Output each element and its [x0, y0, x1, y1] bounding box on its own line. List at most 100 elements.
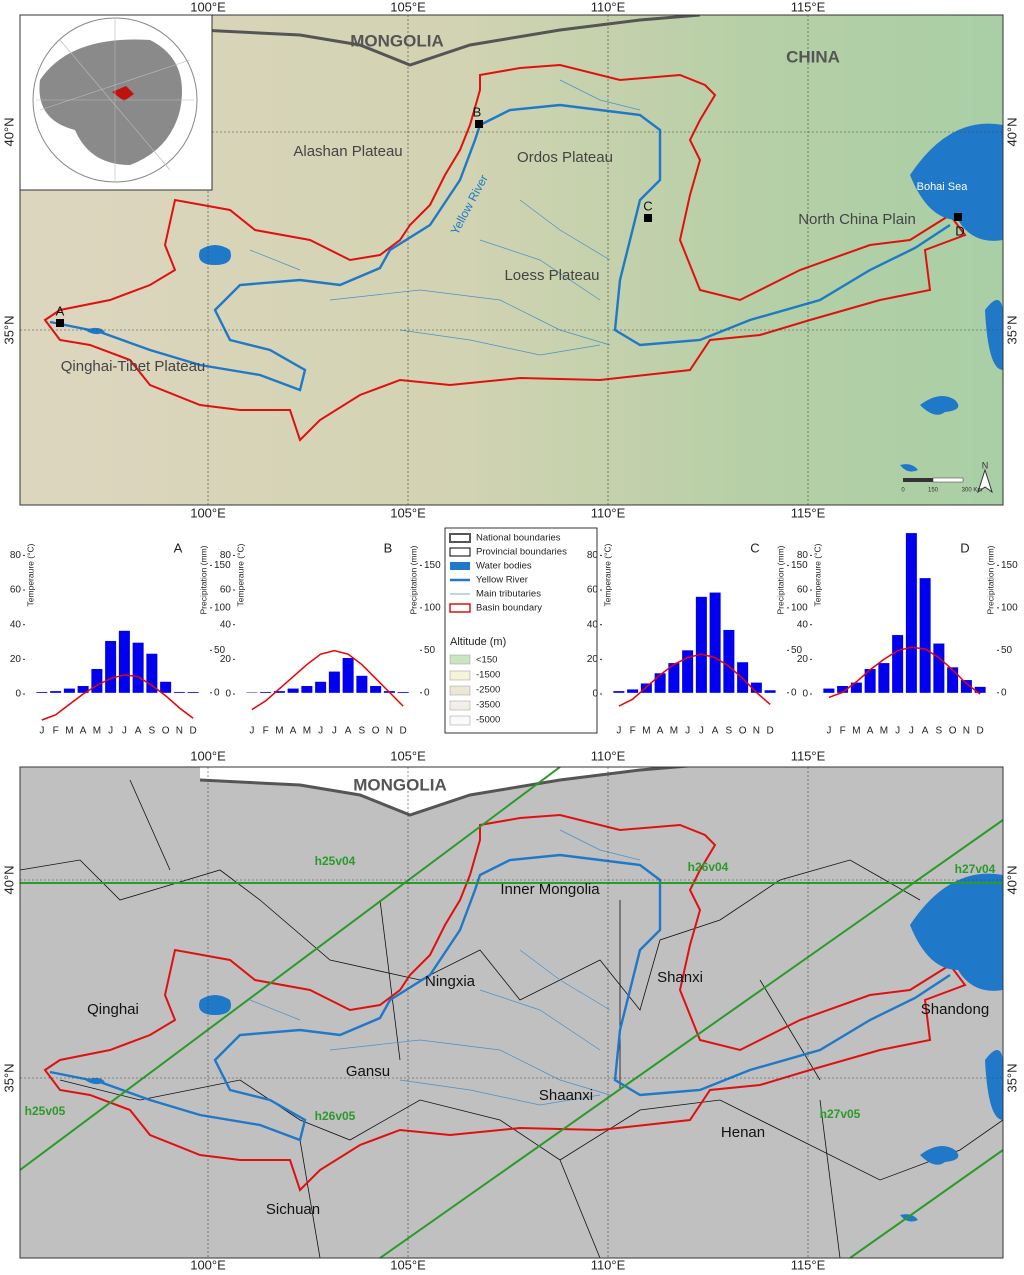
precip-bar	[105, 640, 117, 693]
scale-bar	[903, 468, 993, 494]
x-tick-label: D	[400, 726, 407, 737]
x-tick-label: J	[685, 726, 690, 737]
x-tick-label: M	[65, 726, 73, 737]
province-label: Sichuan	[266, 1201, 320, 1218]
country-label: CHINA	[786, 47, 840, 66]
x-tick-label: D	[190, 726, 197, 737]
y2-tick-label: 150	[424, 560, 441, 571]
y2-tick-label: 100	[791, 603, 808, 614]
x-tick-label: O	[162, 726, 170, 737]
x-tick-label: A	[135, 726, 142, 737]
precip-bar	[63, 688, 75, 693]
precip-bar	[342, 657, 354, 693]
lon-label: 110°E	[591, 1257, 626, 1272]
y-tick-label: 80	[587, 550, 599, 561]
y2-tick-label: 50	[1001, 645, 1013, 656]
region-label: North China Plain	[798, 211, 916, 228]
scale-label: 150	[928, 488, 939, 494]
legend-label: <150	[476, 655, 497, 666]
x-tick-label: N	[176, 726, 183, 737]
y-axis-label: Temperaure (°C)	[812, 543, 822, 606]
precip-bar	[947, 667, 959, 693]
y-axis-label: Temperaure (°C)	[235, 543, 245, 606]
modis-tiles	[20, 767, 1003, 1258]
x-tick-label: N	[386, 726, 393, 737]
precip-bar	[850, 682, 862, 693]
region-label: Ordos Plateau	[517, 149, 613, 166]
lat-label: 40°N	[1004, 117, 1019, 146]
y-tick-label: 60	[220, 585, 232, 596]
station	[475, 120, 483, 128]
y2-tick-label: 100	[424, 603, 441, 614]
y-tick-label: 40	[10, 619, 22, 630]
lon-label: 100°E	[190, 0, 226, 14]
legend-label: -2500	[476, 685, 500, 696]
y2-tick-label: 150	[791, 560, 808, 571]
scale-label: 0	[901, 488, 905, 494]
x-tick-label: J	[108, 726, 113, 737]
legend-label: -3500	[476, 700, 500, 711]
province-label: Shanxi	[657, 969, 703, 986]
x-tick-label: J	[616, 726, 621, 737]
bottom-map	[20, 767, 1003, 1258]
north-label: N	[982, 460, 989, 470]
lat-label: 35°N	[1004, 315, 1019, 344]
precip-bar	[668, 663, 680, 693]
lon-label: 110°E	[591, 748, 626, 763]
x-tick-label: M	[93, 726, 101, 737]
lon-label: 115°E	[791, 0, 826, 14]
y-tick-label: 20	[220, 654, 232, 665]
province-label: Qinghai	[87, 1001, 139, 1018]
lon-label: 100°E	[190, 505, 226, 520]
precip-bar	[892, 635, 904, 693]
precip-bar	[919, 578, 931, 693]
y-tick-label: 40	[587, 619, 599, 630]
station	[954, 213, 962, 221]
y-tick-label: 0	[15, 689, 21, 700]
precip-bar	[187, 691, 199, 693]
x-tick-label: O	[372, 726, 380, 737]
tile-label: h27v04	[955, 862, 996, 876]
y-tick-label: 80	[10, 550, 22, 561]
lon-label: 110°E	[591, 505, 626, 520]
x-tick-label: O	[739, 726, 747, 737]
precip-bar	[146, 653, 158, 693]
precip-bar	[370, 686, 382, 693]
x-tick-label: S	[359, 726, 366, 737]
y2-tick-label: 0	[424, 687, 430, 698]
x-tick-label: S	[936, 726, 943, 737]
legend-label: National boundaries	[476, 533, 561, 544]
lon-label: 105°E	[390, 748, 426, 763]
y2-tick-label: 0	[214, 687, 220, 698]
y-tick-label: 20	[587, 654, 599, 665]
province-label: Shaanxi	[539, 1087, 593, 1104]
precip-bar	[50, 691, 62, 693]
x-tick-label: J	[895, 726, 900, 737]
y-tick-label: 60	[587, 585, 599, 596]
x-tick-label: J	[699, 726, 704, 737]
x-tick-label: D	[767, 726, 774, 737]
x-tick-label: F	[53, 726, 59, 737]
station-label: A	[56, 303, 65, 318]
legend-title: Altitude (m)	[450, 636, 506, 648]
bottom-map-frame	[19, 766, 1004, 1259]
precip-bar	[91, 669, 103, 693]
precip-bar	[933, 643, 945, 693]
legend-label: Provincial boundaries	[476, 547, 567, 558]
chart-title: C	[750, 540, 759, 555]
lon-label: 100°E	[190, 1257, 226, 1272]
x-tick-label: A	[80, 726, 87, 737]
lat-label: 35°N	[1, 1063, 16, 1092]
x-tick-label: A	[922, 726, 929, 737]
chart-title: D	[960, 540, 969, 555]
sea-label: Bohai Sea	[917, 181, 969, 193]
precip-bar	[682, 650, 694, 693]
y-tick-label: 20	[797, 654, 809, 665]
precip-bar	[287, 688, 299, 693]
x-tick-label: M	[670, 726, 678, 737]
x-tick-label: F	[840, 726, 846, 737]
precip-bar	[764, 690, 776, 693]
y-tick-label: 60	[797, 585, 809, 596]
scale-label: 300 Km	[962, 488, 983, 494]
precip-bar	[837, 686, 849, 693]
